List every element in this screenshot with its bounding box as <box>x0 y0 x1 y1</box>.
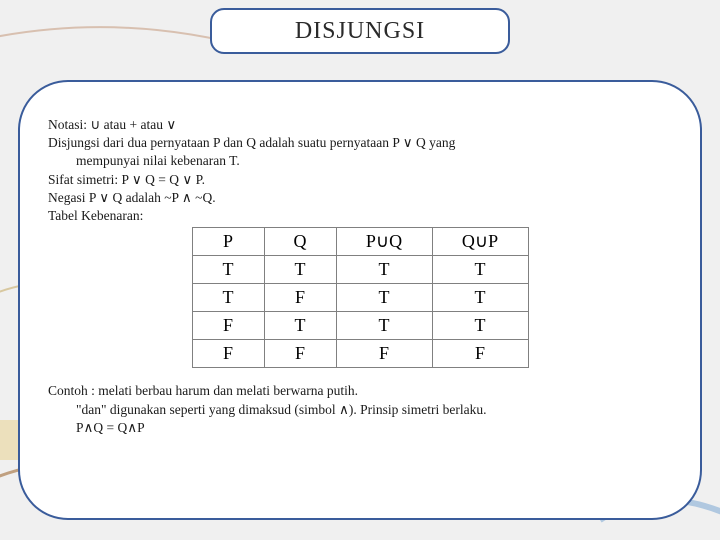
table-label: Tabel Kebenaran: <box>48 207 672 225</box>
table-cell: T <box>432 256 528 284</box>
table-header-cell: P∪Q <box>336 228 432 256</box>
table-cell: T <box>264 256 336 284</box>
content-panel: Notasi: ∪ atau + atau ∨ Disjungsi dari d… <box>18 80 702 520</box>
title-box: DISJUNGSI <box>210 8 510 54</box>
table-header-row: PQP∪QQ∪P <box>192 228 528 256</box>
table-cell: T <box>192 256 264 284</box>
notation-line: Notasi: ∪ atau + atau ∨ <box>48 116 672 134</box>
table-cell: T <box>432 284 528 312</box>
symmetry-line: Sifat simetri: P ∨ Q = Q ∨ P. <box>48 171 672 189</box>
table-cell: T <box>336 312 432 340</box>
table-header-cell: P <box>192 228 264 256</box>
table-body: TTTTTFTTFTTTFFFF <box>192 256 528 368</box>
table-cell: F <box>336 340 432 368</box>
definition-line-1: Disjungsi dari dua pernyataan P dan Q ad… <box>48 134 672 152</box>
example-line-1: Contoh : melati berbau harum dan melati … <box>48 382 672 400</box>
table-cell: F <box>264 340 336 368</box>
page-title: DISJUNGSI <box>295 18 425 45</box>
negation-line: Negasi P ∨ Q adalah ~P ∧ ~Q. <box>48 189 672 207</box>
example-line-3: P∧Q = Q∧P <box>76 419 672 437</box>
table-header-cell: Q <box>264 228 336 256</box>
table-row: TFTT <box>192 284 528 312</box>
table-cell: F <box>264 284 336 312</box>
table-header-cell: Q∪P <box>432 228 528 256</box>
table-cell: F <box>192 312 264 340</box>
truth-table: PQP∪QQ∪P TTTTTFTTFTTTFFFF <box>192 227 529 368</box>
table-cell: T <box>336 284 432 312</box>
table-row: FFFF <box>192 340 528 368</box>
table-cell: F <box>432 340 528 368</box>
table-cell: F <box>192 340 264 368</box>
example-block: Contoh : melati berbau harum dan melati … <box>48 382 672 437</box>
table-cell: T <box>336 256 432 284</box>
table-cell: T <box>264 312 336 340</box>
body-text-block: Notasi: ∪ atau + atau ∨ Disjungsi dari d… <box>48 116 672 225</box>
example-line-2: "dan" digunakan seperti yang dimaksud (s… <box>76 401 672 419</box>
table-cell: T <box>192 284 264 312</box>
table-row: TTTT <box>192 256 528 284</box>
table-row: FTTT <box>192 312 528 340</box>
table-cell: T <box>432 312 528 340</box>
definition-line-2: mempunyai nilai kebenaran T. <box>76 152 672 170</box>
